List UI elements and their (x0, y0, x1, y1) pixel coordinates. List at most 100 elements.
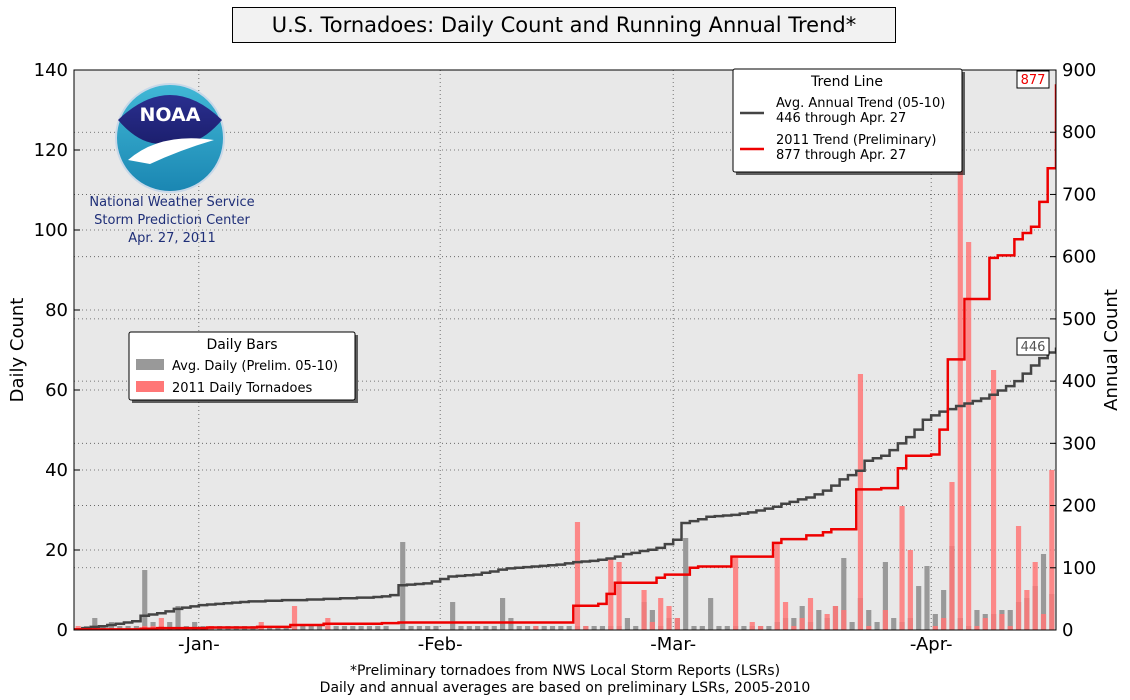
bar-2011-daily (658, 598, 664, 630)
bar-2011-daily (774, 542, 780, 630)
legend-swatch-2011-daily (136, 381, 164, 392)
bar-2011-daily (641, 590, 647, 630)
bar-avg-daily (599, 626, 606, 630)
bar-2011-daily (733, 558, 739, 630)
bar-avg-daily (524, 626, 531, 630)
bar-avg-daily (433, 626, 439, 630)
bar-avg-daily (549, 626, 556, 630)
bar-avg-daily (175, 606, 181, 630)
bar-2011-daily (966, 242, 972, 630)
bar-avg-daily (566, 626, 572, 630)
bar-2011-daily (882, 610, 888, 630)
tick-label-left: 140 (34, 60, 68, 81)
legend-2011-trend-sub: 877 through Apr. 27 (776, 148, 906, 163)
bar-avg-daily (475, 626, 481, 630)
legend-swatch-avg-daily (136, 359, 164, 370)
tick-label-right: 500 (1062, 309, 1096, 330)
tick-label-left: 40 (45, 460, 68, 481)
end-label-avg: 446 (1016, 337, 1050, 356)
bar-2011-daily (757, 626, 764, 630)
footnote-line: Daily and annual averages are based on p… (319, 680, 811, 696)
bar-2011-daily (1024, 590, 1030, 630)
chart-title: U.S. Tornadoes: Daily Count and Running … (232, 7, 896, 43)
bar-avg-daily (316, 626, 323, 630)
bar-avg-daily (192, 622, 198, 630)
bar-avg-daily (724, 626, 730, 630)
bar-avg-daily (100, 626, 106, 630)
month-label: -Apr- (910, 634, 953, 655)
bar-avg-daily (383, 626, 389, 630)
bar-avg-daily (350, 626, 356, 630)
bar-avg-daily (591, 626, 597, 630)
bar-avg-daily (125, 626, 131, 630)
bar-avg-daily (766, 626, 772, 630)
bar-2011-daily (824, 614, 830, 630)
bar-2011-daily (899, 506, 905, 630)
bar-2011-daily (799, 618, 805, 630)
bar-2011-daily (999, 614, 1005, 630)
bar-avg-daily (425, 626, 431, 630)
noaa-caption-line: National Weather Service (89, 195, 255, 210)
bar-2011-daily (1049, 470, 1055, 630)
bar-avg-daily (866, 610, 872, 630)
bar-avg-daily (924, 566, 930, 630)
noaa-caption-line: Storm Prediction Center (94, 213, 250, 228)
bar-avg-daily (941, 590, 947, 630)
bar-avg-daily (167, 622, 173, 630)
legend-trend-line: Trend Line Avg. Annual Trend (05-10) 446… (732, 68, 965, 175)
bar-2011-daily (674, 618, 680, 630)
bar-avg-daily (791, 618, 797, 630)
end-label-2011: 877 (1016, 70, 1050, 89)
end-label-2011-text: 877 (1021, 73, 1046, 88)
bar-2011-daily (982, 618, 988, 630)
bar-2011-daily (583, 626, 589, 630)
bar-2011-daily (907, 550, 913, 630)
bar-avg-daily (142, 570, 148, 630)
bar-avg-daily (416, 626, 422, 630)
footnote: *Preliminary tornadoes from NWS Local St… (0, 663, 1130, 697)
bar-2011-daily (649, 622, 655, 630)
tick-label-right: 800 (1062, 122, 1096, 143)
noaa-logo: NOAA (115, 83, 225, 193)
tick-label-right: 200 (1062, 496, 1096, 517)
axes: 0 20 40 60 80 100 120 140 0 100 200 300 400 500 600 700… (34, 60, 1097, 655)
bar-2011-daily (841, 610, 847, 630)
legend-avg-trend-name: Avg. Annual Trend (05-10) (776, 96, 945, 111)
bar-avg-daily (117, 626, 123, 630)
bar-2011-daily (941, 618, 947, 630)
bar-avg-daily (375, 626, 381, 630)
bar-2011-daily (932, 626, 938, 630)
bar-2011-daily (749, 622, 755, 630)
month-label: -Mar- (650, 634, 696, 655)
bar-2011-daily (533, 626, 539, 630)
month-label: -Feb- (418, 634, 463, 655)
noaa-caption-line: Apr. 27, 2011 (128, 231, 216, 246)
line-avg-annual-trend (74, 336, 1056, 630)
tick-label-left: 20 (45, 540, 68, 561)
bar-avg-daily (874, 622, 880, 630)
bar-avg-daily (516, 626, 522, 630)
bar-avg-daily (366, 626, 373, 630)
bar-avg-daily (541, 626, 547, 630)
bar-2011-daily (782, 602, 789, 630)
tick-label-right: 300 (1062, 433, 1096, 454)
bar-avg-daily (458, 626, 464, 630)
bar-avg-daily (500, 598, 506, 630)
bar-avg-daily (891, 618, 897, 630)
bar-2011-daily (807, 598, 814, 630)
bar-2011-daily (1015, 526, 1022, 630)
bar-2011-daily (1007, 626, 1013, 630)
bar-2011-daily (866, 626, 872, 630)
tick-label-right: 600 (1062, 247, 1096, 268)
tick-label-right: 0 (1062, 620, 1073, 641)
month-label: -Jan- (178, 634, 220, 655)
bar-2011-daily (832, 606, 839, 630)
bar-avg-daily (816, 610, 822, 630)
right-axis-title: Annual Count (1101, 289, 1122, 411)
bar-avg-daily (508, 618, 514, 630)
bar-avg-daily (699, 626, 705, 630)
bar-2011-daily (991, 370, 997, 630)
bar-avg-daily (491, 626, 497, 630)
bar-2011-daily (974, 626, 980, 630)
bar-avg-daily (333, 626, 339, 630)
